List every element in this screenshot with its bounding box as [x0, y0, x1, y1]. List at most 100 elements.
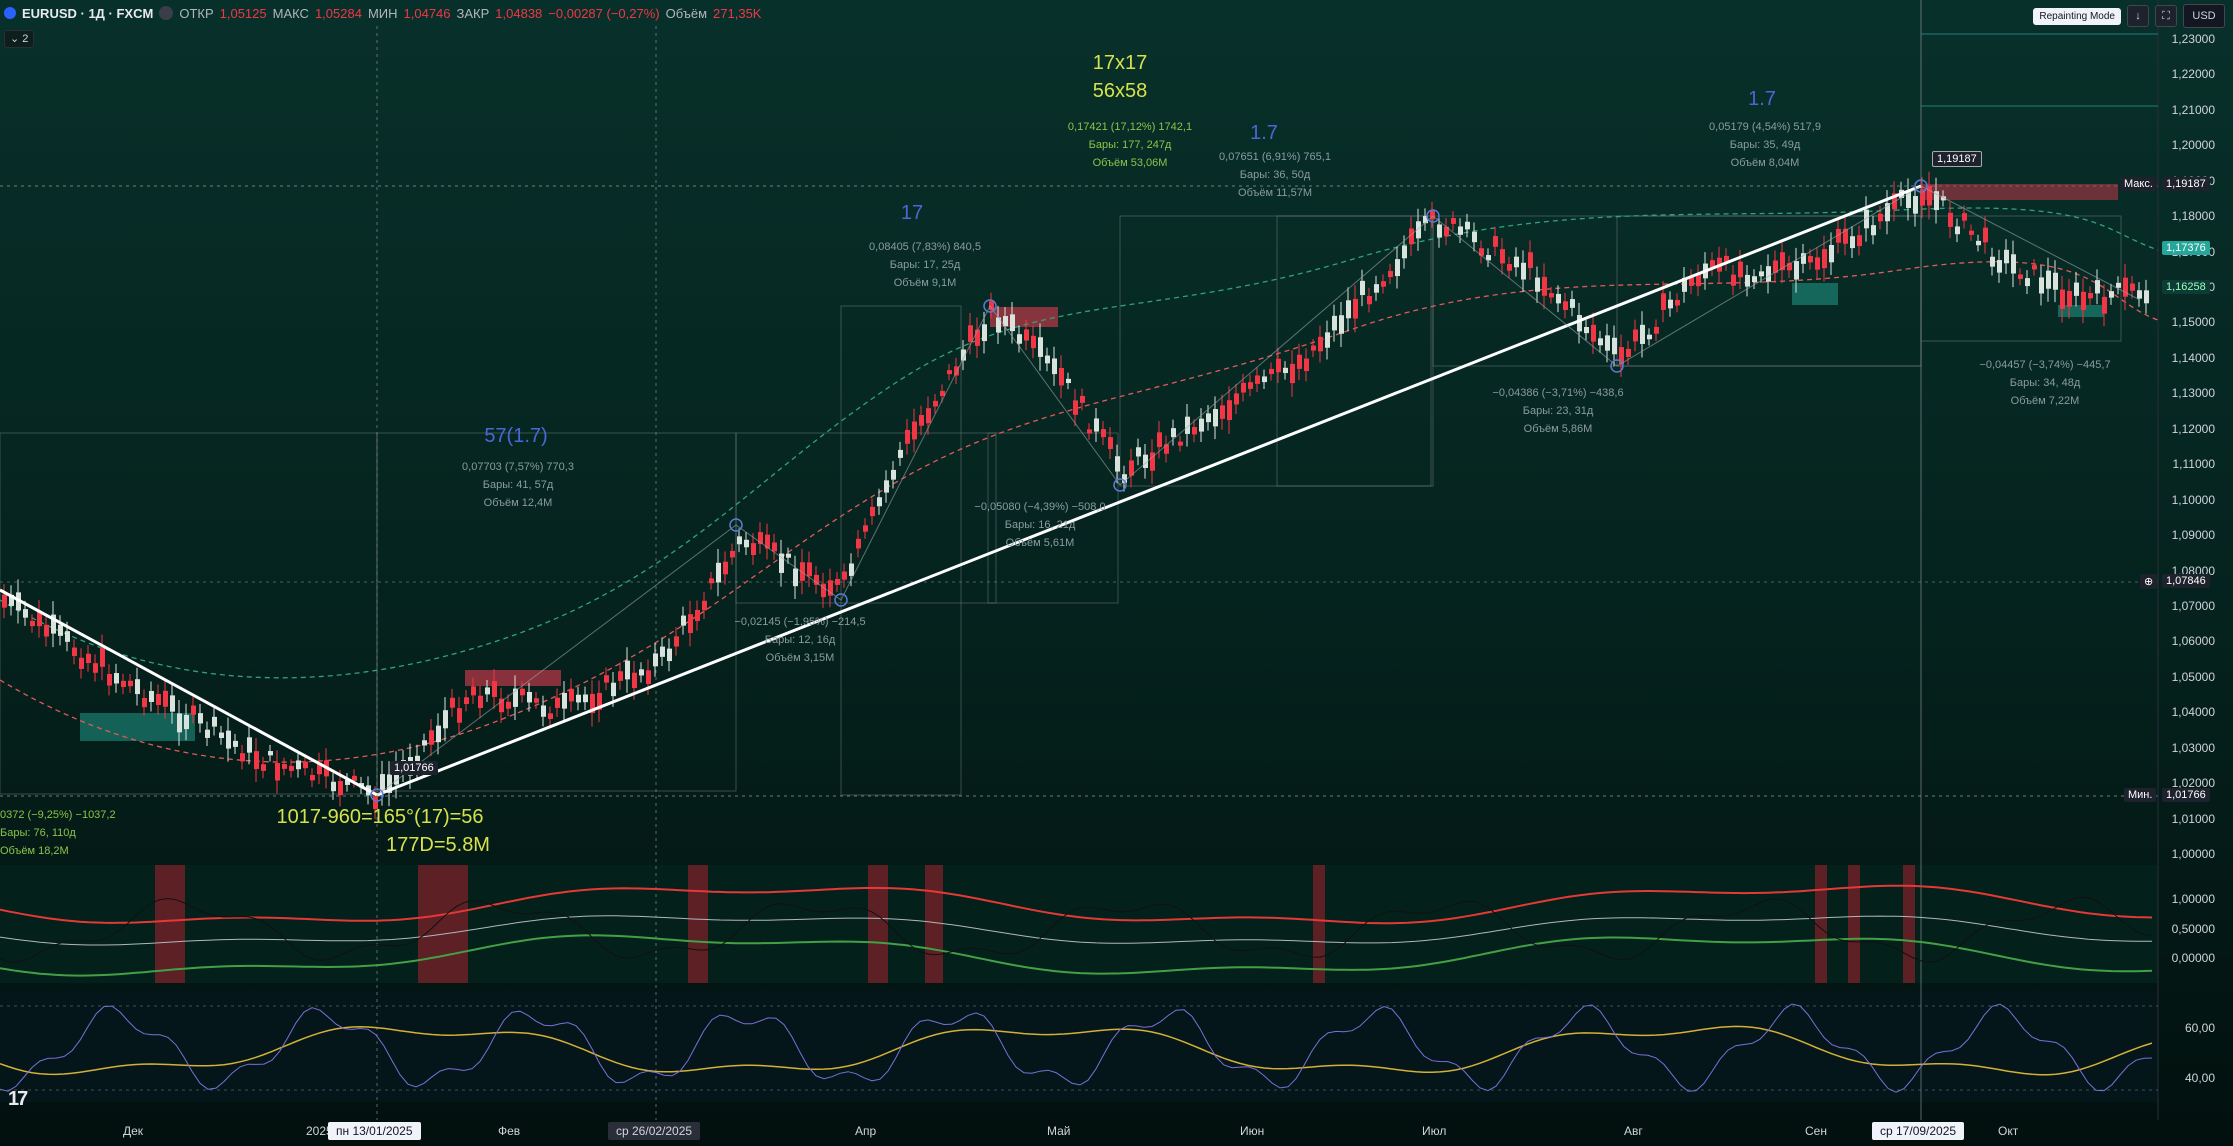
- price-axis-label: 1,10000: [2171, 492, 2215, 507]
- candle-body: [1591, 324, 1596, 342]
- osc2-axis-label: 40,00: [2184, 1071, 2215, 1085]
- candle-body: [1808, 256, 1813, 263]
- candle-body: [1136, 447, 1141, 457]
- measure-line: 0,07703 (7,57%) 770,3: [462, 461, 574, 473]
- candle-body: [800, 562, 805, 581]
- annotation-56x58: 56x58: [1092, 80, 1148, 102]
- candle-body: [1962, 213, 1967, 221]
- trendline-up: [376, 184, 1922, 797]
- osc1-signal: [0, 896, 2153, 963]
- candle-body: [555, 697, 560, 708]
- candle-body: [1822, 249, 1827, 269]
- candle-body: [240, 753, 245, 762]
- candle-body: [674, 636, 679, 647]
- candle-body: [1353, 298, 1358, 319]
- osc2-axis-label: 60,00: [2184, 1021, 2215, 1035]
- oscillator-pane-2: [0, 990, 2158, 1102]
- candle-body: [639, 669, 644, 676]
- candle-body: [2081, 291, 2086, 311]
- candle-body: [954, 366, 959, 376]
- candle-body: [1311, 345, 1316, 351]
- candle-body: [1878, 213, 1883, 222]
- candle-body: [478, 695, 483, 709]
- fullscreen-icon[interactable]: ⛶: [2155, 5, 2177, 27]
- candle-body: [79, 657, 84, 669]
- candle-body: [1549, 293, 1554, 298]
- price-axis-label: 1,04000: [2171, 705, 2215, 720]
- candle-body: [667, 648, 672, 662]
- candle-body: [2, 594, 7, 608]
- candle-body: [142, 697, 147, 708]
- candle-body: [1773, 260, 1778, 273]
- candle-body: [303, 761, 308, 769]
- repaint-mode-badge[interactable]: Repainting Mode: [2033, 7, 2121, 25]
- candle-body: [1920, 189, 1925, 206]
- measure-line: −0,05080 (−4,39%) −508,0: [974, 501, 1106, 513]
- candle-body: [1255, 375, 1260, 384]
- candle-body: [1038, 337, 1043, 357]
- candle-body: [1206, 413, 1211, 423]
- measure-label: −0,02145 (−1,95%) −214,5 Бары: 12, 16д Объ…: [734, 613, 865, 667]
- candle-body: [1647, 334, 1652, 340]
- candle-body: [681, 615, 686, 626]
- measure-line: Объём 8,04M: [1730, 157, 1800, 169]
- candle-body: [23, 609, 28, 618]
- candle-body: [1465, 221, 1470, 230]
- candle-body: [1332, 315, 1337, 331]
- candle-body: [128, 680, 133, 687]
- candle-body: [527, 691, 532, 703]
- candle-body: [849, 563, 854, 576]
- measure-label: 0,17421 (17,12%) 1742,1 Бары: 177, 247д Об…: [1068, 118, 1192, 172]
- price-axis-label: 1,14000: [2171, 350, 2215, 365]
- tradingview-logo-icon[interactable]: 17: [8, 1088, 28, 1110]
- crosshair-add-icon[interactable]: ⊕: [2140, 574, 2158, 589]
- annotation-17: 17: [900, 202, 924, 224]
- candle-body: [233, 740, 238, 747]
- price-axis-label: 1,15000: [2171, 315, 2215, 330]
- indicators-collapse-button[interactable]: ⌄ 2: [4, 30, 35, 48]
- time-axis-label: Дек: [123, 1124, 144, 1138]
- measure-label: −0,05080 (−4,39%) −508,0 Бары: 16, 21д Объ…: [974, 498, 1105, 552]
- candle-body: [1318, 336, 1323, 352]
- candle-body: [1325, 332, 1330, 348]
- candle-body: [912, 421, 917, 440]
- candle-body: [534, 698, 539, 703]
- measure-box: [1920, 215, 2122, 342]
- candle-body: [1843, 228, 1848, 244]
- measure-line: Объём 53,06M: [1092, 157, 1168, 169]
- candle-body: [485, 687, 490, 695]
- candle-body: [338, 780, 343, 796]
- currency-selector[interactable]: USD: [2183, 4, 2225, 28]
- candle-body: [751, 543, 756, 555]
- candle-body: [436, 725, 441, 743]
- candle-body: [1871, 225, 1876, 236]
- candle-body: [261, 764, 266, 771]
- candle-body: [1087, 429, 1092, 434]
- arrow-down-icon[interactable]: ↓: [2127, 5, 2149, 27]
- candle-body: [58, 624, 63, 636]
- candle-body: [387, 774, 392, 793]
- candle-body: [1486, 255, 1491, 261]
- symbol-header: EURUSD · 1Д · FXCM ОТКР 1,05125 МАКС 1,052…: [0, 0, 2233, 26]
- price-axis-label: 1,03000: [2171, 740, 2215, 755]
- close-value: 1,04838: [495, 5, 543, 21]
- measure-line: 0,17421 (17,12%) 1742,1: [1067, 121, 1193, 133]
- max-price-label: Макс.: [2120, 177, 2157, 191]
- measure-line: Бары: 177, 247д: [1088, 139, 1172, 151]
- candle-body: [310, 774, 315, 781]
- symbol-title[interactable]: EURUSD · 1Д · FXCM: [22, 5, 154, 21]
- candle-body: [2074, 282, 2079, 296]
- candle-body: [2102, 296, 2107, 314]
- annotation-formula-1: 1017-960=165°(17)=56: [276, 806, 484, 828]
- measure-line: −0,02145 (−1,95%) −214,5: [734, 616, 866, 628]
- candle-body: [793, 568, 798, 587]
- candle-body: [1535, 277, 1540, 292]
- candle-body: [1801, 253, 1806, 264]
- pivot-marker: [1610, 359, 1624, 373]
- candle-body: [1654, 326, 1659, 334]
- candle-body: [1934, 191, 1939, 211]
- candle-body: [1157, 432, 1162, 448]
- signal-band: [1815, 865, 1827, 983]
